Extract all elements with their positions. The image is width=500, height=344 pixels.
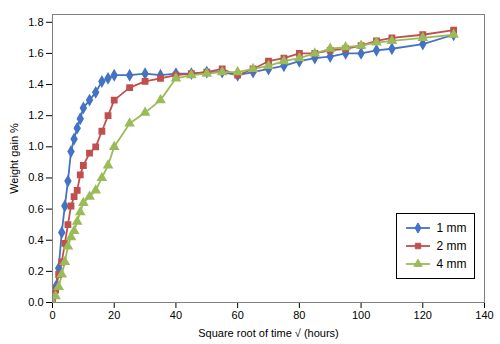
svg-text:1.2: 1.2 (28, 109, 43, 121)
svg-text:0.8: 0.8 (28, 171, 43, 183)
svg-text:1.6: 1.6 (28, 47, 43, 59)
svg-text:0.0: 0.0 (28, 296, 43, 308)
svg-text:Square root of time √ (hours): Square root of time √ (hours) (198, 327, 339, 339)
svg-text:0: 0 (49, 309, 55, 321)
html-text:4 mm: 4 mm (436, 257, 467, 271)
svg-text:20: 20 (108, 309, 120, 321)
svg-text:0.4: 0.4 (28, 234, 43, 246)
svg-text:0.6: 0.6 (28, 203, 43, 215)
svg-text:Weight gain %: Weight gain % (8, 123, 20, 194)
svg-text:1.0: 1.0 (28, 140, 43, 152)
svg-text:60: 60 (232, 309, 244, 321)
svg-text:40: 40 (170, 309, 182, 321)
svg-text:0.2: 0.2 (28, 265, 43, 277)
svg-text:1.4: 1.4 (28, 78, 43, 90)
svg-text:100: 100 (352, 309, 370, 321)
html-text:1 mm: 1 mm (436, 221, 467, 235)
html-text:2 mm: 2 mm (436, 239, 467, 253)
svg-text:1.8: 1.8 (28, 16, 43, 28)
svg-text:120: 120 (414, 309, 432, 321)
svg-text:140: 140 (475, 309, 493, 321)
svg-text:80: 80 (293, 309, 305, 321)
